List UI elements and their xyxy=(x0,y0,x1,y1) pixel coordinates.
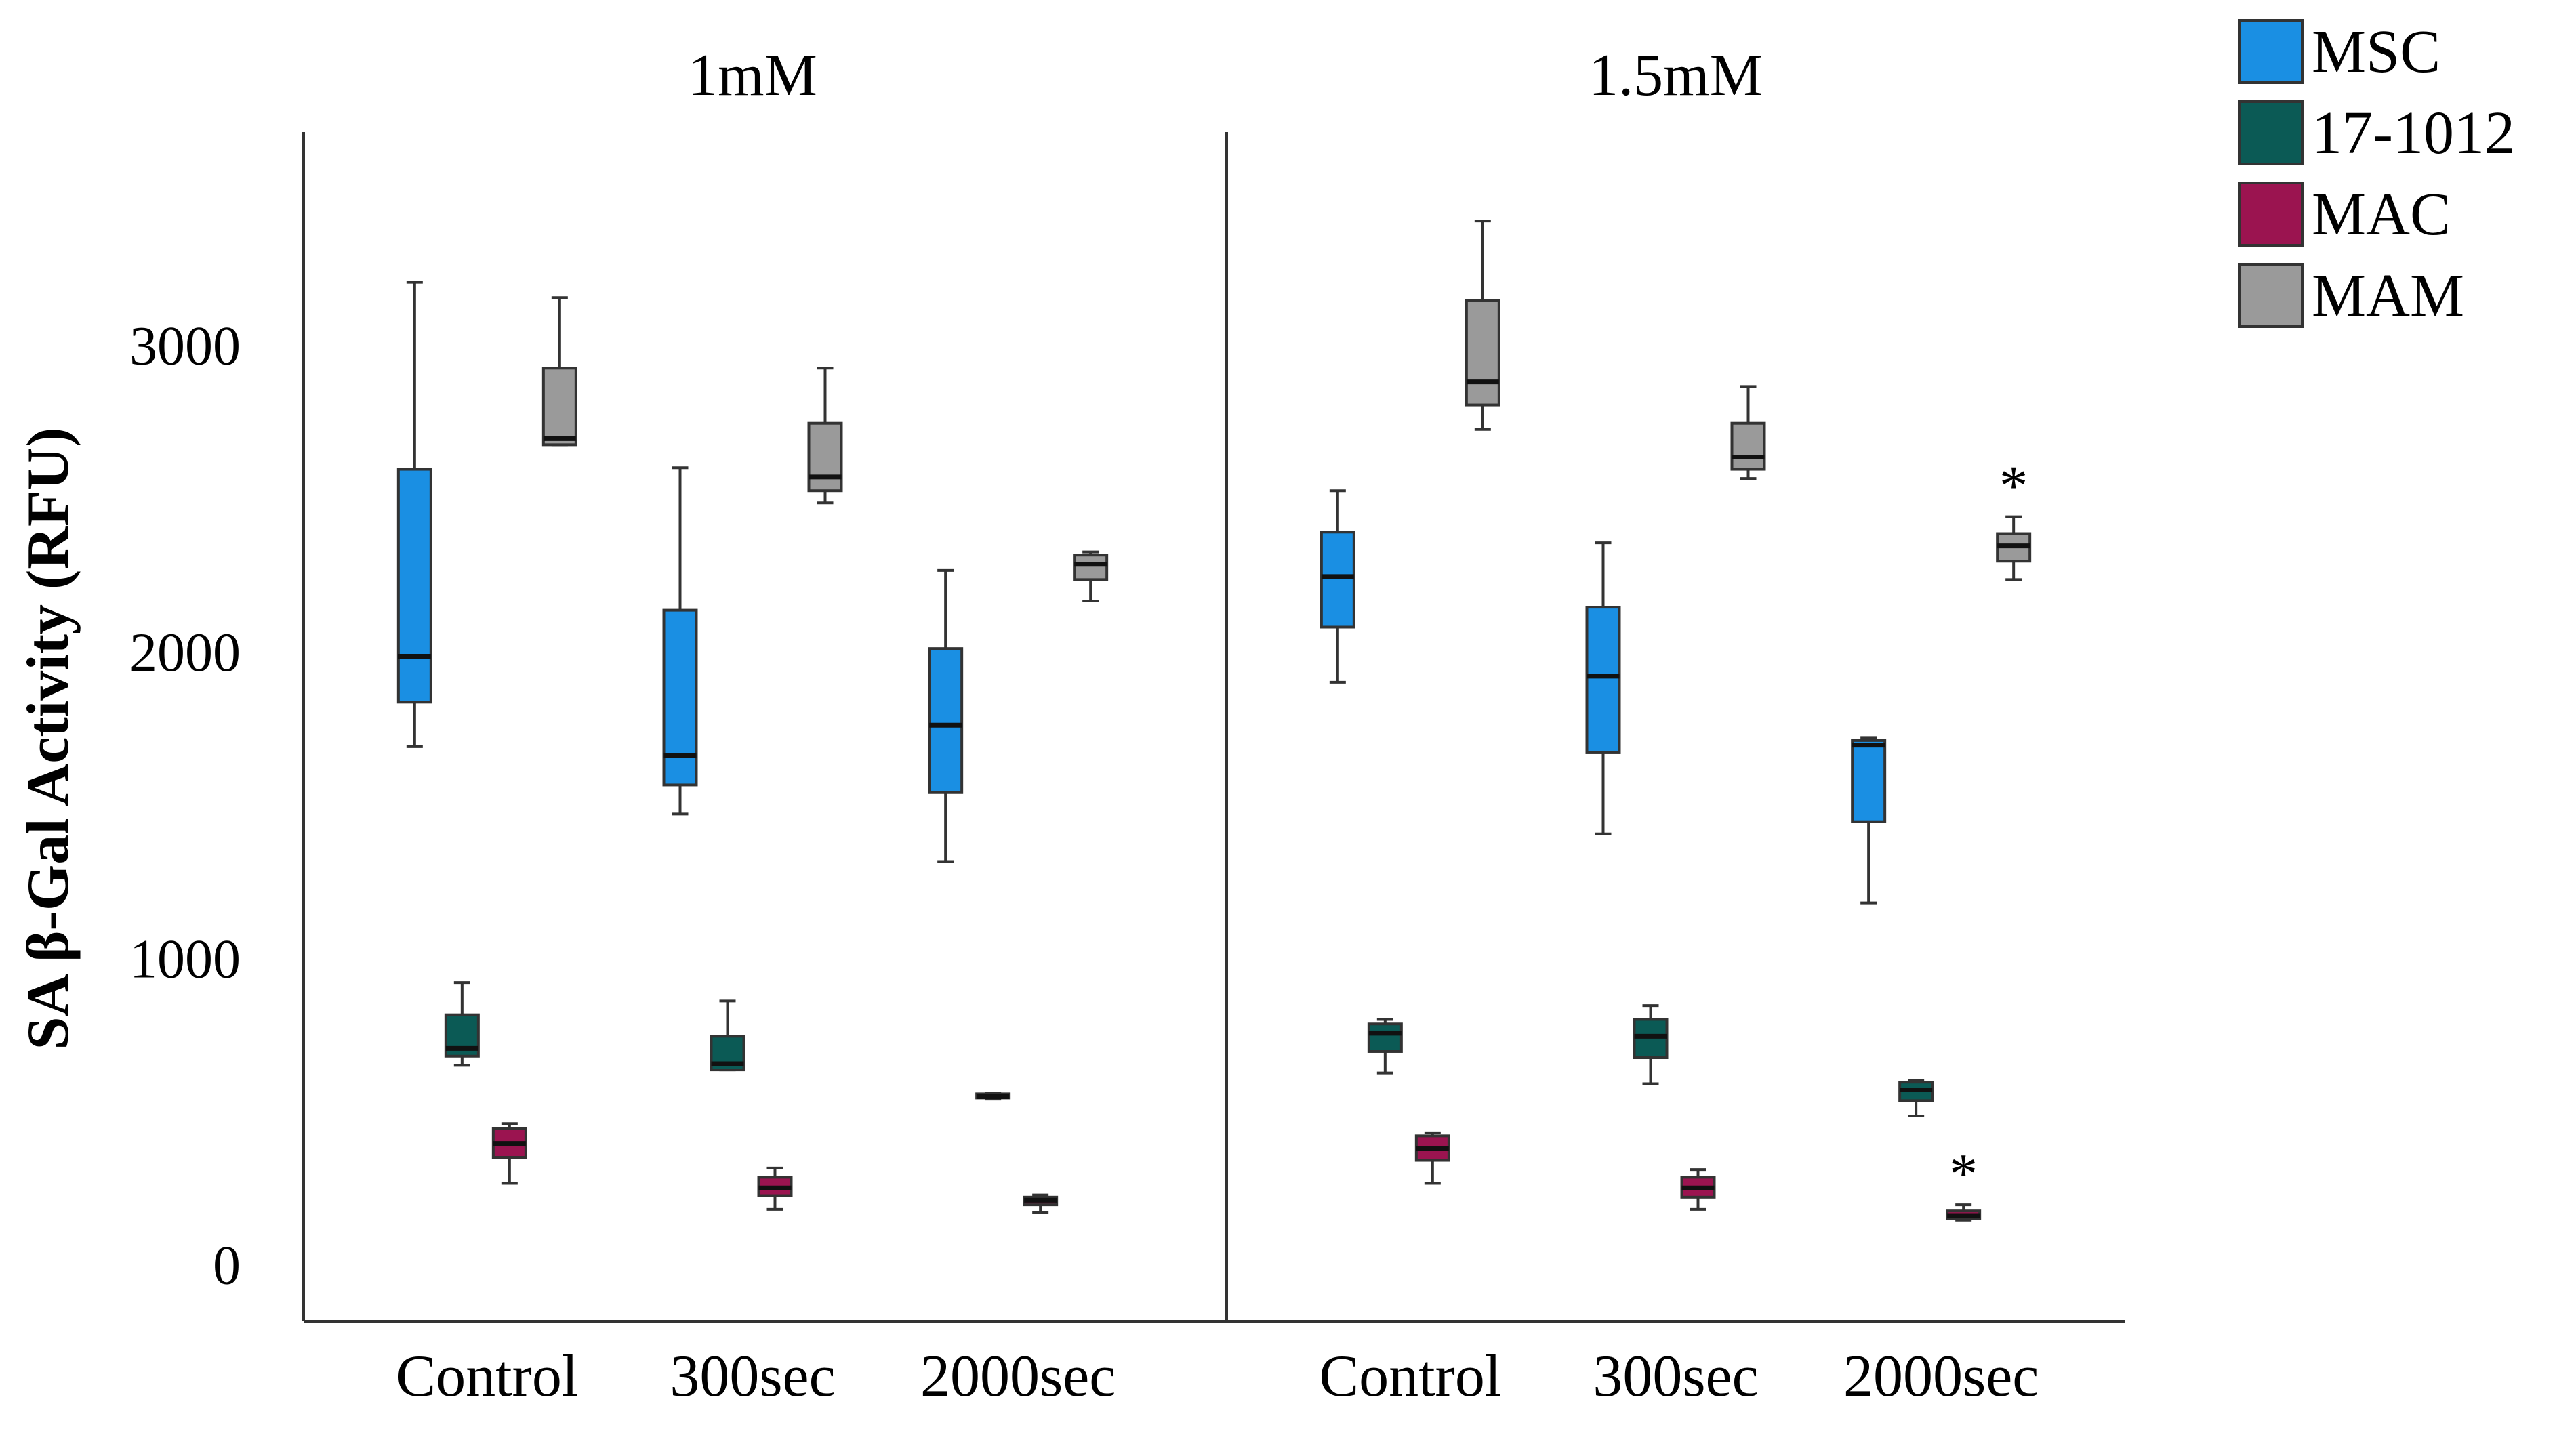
boxes xyxy=(396,220,2032,1222)
box-body xyxy=(1730,421,1766,471)
box-17-1012-1mm-control xyxy=(444,981,480,1067)
box-body xyxy=(1367,1022,1403,1053)
box-body xyxy=(1465,299,1500,407)
box-body xyxy=(1073,554,1109,581)
box-17-1012-1-5mm-2000sec xyxy=(1898,1079,1934,1117)
box-mam-1mm-2000sec xyxy=(1073,550,1109,603)
box-mac-1mm-2000sec xyxy=(1023,1193,1059,1214)
box-17-1012-1-5mm-control xyxy=(1367,1018,1403,1075)
significance-asterisk: * xyxy=(1949,1142,1978,1205)
box-msc-1mm-control xyxy=(396,281,432,748)
legend-label-mac: MAC xyxy=(2312,181,2451,248)
box-17-1012-1mm-300sec xyxy=(710,999,745,1072)
x-tick-label-2000sec: 2000sec xyxy=(920,1344,1116,1409)
box-body xyxy=(662,608,698,787)
labels: 0 1000 2000 3000 SA β-Gal Activity (RFU) 1mM 1… xyxy=(16,43,2039,1409)
x-tick-label-300sec: 300sec xyxy=(670,1344,835,1409)
legend-label-17-1012: 17-1012 xyxy=(2312,100,2515,167)
y-tick-label: 0 xyxy=(213,1235,241,1296)
x-tick-label-control: Control xyxy=(396,1344,578,1409)
legend-swatch-mac xyxy=(2238,182,2304,247)
axes xyxy=(302,132,2125,1323)
box-body xyxy=(928,647,964,794)
legend: MSC 17-1012 MAC MAM xyxy=(2238,18,2515,329)
box-mac-1-5mm-2000sec xyxy=(1946,1203,1982,1222)
box-body xyxy=(541,367,577,447)
box-mam-1-5mm-control xyxy=(1465,220,1500,431)
box-mam-1mm-control xyxy=(541,296,577,447)
legend-swatch-msc xyxy=(2238,19,2304,84)
panel-title-1-5mm: 1.5mM xyxy=(1589,43,1763,108)
box-17-1012-1mm-2000sec xyxy=(975,1092,1011,1101)
legend-label-msc: MSC xyxy=(2312,18,2440,85)
box-body xyxy=(1851,739,1887,823)
box-msc-1mm-300sec xyxy=(662,466,698,816)
y-tick-label: 2000 xyxy=(129,621,241,683)
box-body xyxy=(807,421,843,493)
box-mam-1-5mm-300sec xyxy=(1730,385,1766,480)
box-body xyxy=(1320,531,1355,629)
panel-title-1mm: 1mM xyxy=(688,43,817,108)
significance-asterisk: * xyxy=(1999,455,2028,518)
x-tick-label-2000sec: 2000sec xyxy=(1843,1344,2039,1409)
box-msc-1-5mm-2000sec xyxy=(1851,736,1887,905)
box-mam-1-5mm-2000sec xyxy=(1996,515,2032,581)
box-mac-1mm-300sec xyxy=(757,1166,793,1211)
legend-swatch-mam xyxy=(2238,263,2304,328)
box-mam-1mm-300sec xyxy=(807,367,843,505)
y-tick-label: 1000 xyxy=(129,928,241,989)
box-mac-1mm-control xyxy=(491,1122,527,1185)
x-tick-label-300sec: 300sec xyxy=(1593,1344,1758,1409)
box-17-1012-1-5mm-300sec xyxy=(1633,1004,1669,1085)
box-mac-1-5mm-300sec xyxy=(1680,1168,1716,1211)
y-tick-label: 3000 xyxy=(129,315,241,377)
legend-label-mam: MAM xyxy=(2312,262,2464,329)
box-msc-1-5mm-control xyxy=(1320,489,1355,684)
y-axis-label: SA β-Gal Activity (RFU) xyxy=(16,428,81,1050)
box-msc-1mm-2000sec xyxy=(928,568,964,863)
box-body xyxy=(396,468,432,704)
box-mac-1-5mm-control xyxy=(1414,1131,1450,1185)
legend-swatch-17-1012 xyxy=(2238,100,2304,165)
box-msc-1-5mm-300sec xyxy=(1585,541,1621,835)
box-body xyxy=(1585,606,1621,754)
x-tick-label-control: Control xyxy=(1319,1344,1501,1409)
